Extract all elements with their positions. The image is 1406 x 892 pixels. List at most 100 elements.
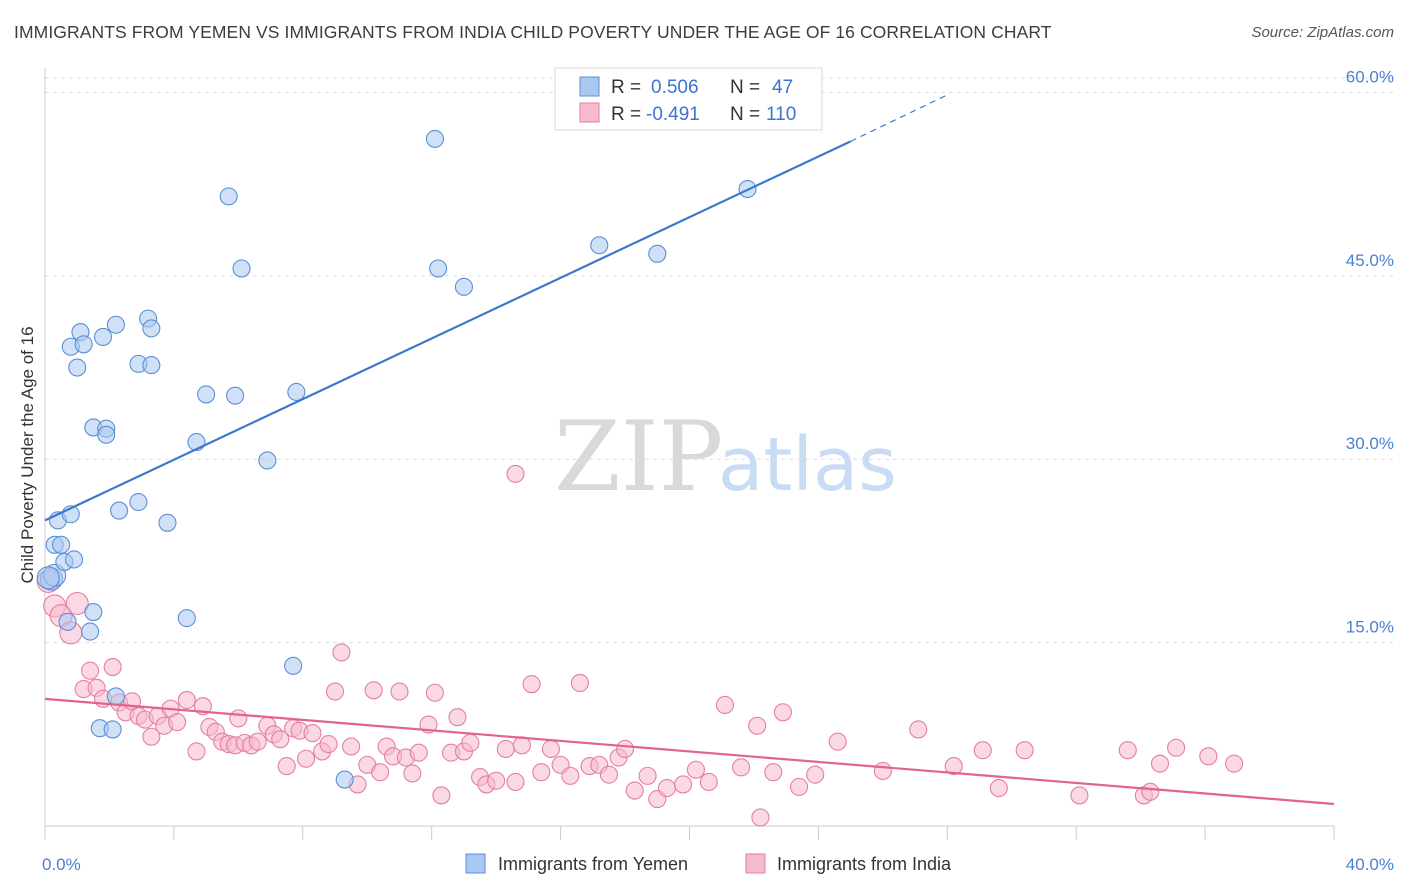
india-point-39: [303, 724, 322, 743]
india-point-6: [81, 661, 100, 680]
y-tick-label-60: 60.0%: [1346, 67, 1394, 86]
india-point-66: [506, 772, 525, 792]
india-point-54: [409, 743, 428, 762]
series-legend: Immigrants from Yemen Immigrants from In…: [465, 853, 952, 874]
india-point-78: [615, 739, 635, 759]
y-tick-label-30: 30.0%: [1346, 434, 1394, 453]
india-point-79: [625, 781, 644, 800]
grid-lines: [45, 77, 1394, 644]
yemen-point-46: [36, 566, 60, 590]
y-tick-label-15: 15.0%: [1346, 618, 1394, 637]
yemen-point-17: [93, 327, 113, 347]
india-point-31: [248, 732, 267, 751]
india-point-35: [277, 757, 296, 776]
yemen-trend-line: [44, 140, 852, 522]
yemen-point-43: [590, 236, 609, 255]
india-point-86: [715, 695, 734, 715]
india-point-99: [1015, 741, 1034, 760]
yemen-point-19: [97, 425, 116, 444]
india-point-19: [168, 713, 187, 732]
y-tick-labels: 15.0% 30.0% 45.0% 60.0%: [1346, 67, 1394, 636]
india-point-96: [944, 757, 963, 776]
india-point-80: [638, 766, 657, 785]
yemen-point-8: [64, 550, 84, 569]
india-point-82: [657, 779, 676, 798]
yemen-point-40: [429, 259, 448, 278]
watermark-zip: ZIP: [554, 401, 723, 513]
india-point-48: [371, 763, 390, 782]
trend-lines: [44, 94, 1335, 806]
yemen-point-6: [58, 612, 77, 631]
india-point-28: [229, 709, 248, 728]
india-point-15: [142, 727, 161, 746]
india-point-104: [1150, 754, 1170, 773]
india-point-95: [909, 720, 928, 739]
india-point-47: [364, 681, 383, 700]
india-point-70: [541, 739, 560, 759]
india-point-38: [296, 749, 316, 768]
yemen-point-34: [226, 386, 245, 405]
india-point-56: [425, 683, 444, 702]
yemen-point-37: [284, 656, 303, 675]
yemen-point-39: [335, 770, 354, 789]
yemen-point-42: [454, 277, 473, 296]
india-point-92: [806, 765, 825, 784]
bottom-legend-label-india: Immigrants from India: [777, 854, 952, 874]
series-india-points: [36, 464, 1244, 827]
india-trend-line: [44, 697, 1335, 806]
yemen-point-30: [177, 609, 196, 628]
india-point-64: [487, 771, 506, 790]
india-point-105: [1167, 738, 1186, 757]
legend-n-label-yemen: N =: [730, 77, 760, 98]
legend-n-value-yemen: 47: [772, 77, 793, 98]
india-point-93: [828, 732, 847, 751]
yemen-point-29: [158, 513, 177, 532]
yemen-point-32: [197, 385, 216, 404]
india-point-42: [325, 682, 345, 701]
legend-r-value-yemen: 0.506: [651, 77, 699, 98]
stats-legend: R = 0.506 N = 47 R = -0.491 N = 110: [554, 67, 823, 131]
x-tick-label-max: 40.0%: [1346, 855, 1394, 874]
india-point-69: [532, 763, 551, 782]
india-point-106: [1199, 747, 1218, 766]
yemen-point-12: [74, 335, 93, 354]
bottom-legend-swatch-india: [745, 853, 766, 874]
india-point-107: [1225, 754, 1244, 773]
india-point-88: [748, 716, 767, 735]
yemen-point-4: [52, 535, 71, 554]
india-point-59: [448, 708, 467, 727]
yemen-point-27: [142, 356, 161, 375]
india-point-109: [506, 464, 525, 483]
chart-source: Source: ZipAtlas.com: [1251, 24, 1394, 41]
x-tick-label-min: 0.0%: [42, 855, 81, 874]
legend-n-value-india: 110: [766, 104, 796, 125]
india-point-43: [332, 643, 351, 662]
legend-r-label-yemen: R =: [611, 77, 641, 98]
india-point-91: [790, 777, 809, 796]
india-point-83: [674, 775, 693, 794]
india-point-103: [1141, 782, 1160, 801]
india-point-94: [873, 761, 892, 781]
india-point-89: [764, 763, 783, 782]
india-point-84: [686, 760, 705, 779]
x-ticks: [44, 826, 1335, 840]
india-point-61: [461, 733, 480, 752]
india-point-9: [103, 658, 122, 677]
yemen-point-25: [129, 492, 148, 512]
yemen-point-10: [68, 358, 87, 377]
india-point-44: [342, 737, 361, 756]
india-point-87: [732, 758, 751, 777]
india-point-21: [187, 742, 206, 761]
india-point-100: [1070, 786, 1089, 805]
india-point-20: [177, 691, 196, 710]
yemen-point-28: [142, 319, 161, 338]
yemen-point-44: [648, 244, 667, 263]
india-point-76: [599, 765, 618, 784]
india-point-65: [496, 739, 515, 759]
watermark: ZIP atlas: [554, 401, 897, 513]
legend-r-value-india: -0.491: [646, 104, 700, 125]
legend-n-label-india: N =: [730, 104, 760, 125]
yemen-point-23: [110, 501, 129, 520]
india-point-98: [989, 779, 1008, 798]
